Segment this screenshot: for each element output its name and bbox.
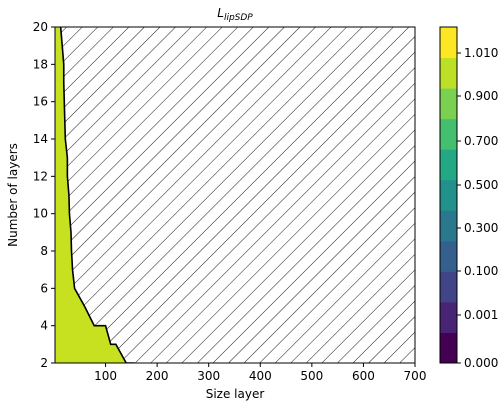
colorbar-label: 0.000 xyxy=(464,356,498,370)
x-tick-label: 400 xyxy=(249,369,272,383)
colorbar-segment xyxy=(440,27,457,59)
y-tick-label: 14 xyxy=(33,132,48,146)
colorbar-segment xyxy=(440,332,457,364)
colorbar-segment xyxy=(440,210,457,242)
colorbar-segment xyxy=(440,271,457,303)
colorbar-segment xyxy=(440,149,457,181)
colorbar-frame xyxy=(439,26,458,364)
plot-area xyxy=(55,27,415,363)
x-tick-label: 500 xyxy=(300,369,323,383)
x-tick-label: 100 xyxy=(94,369,117,383)
colorbar-label: 0.300 xyxy=(464,221,498,235)
x-tick-label: 700 xyxy=(404,369,427,383)
y-tick-label: 2 xyxy=(40,356,48,370)
colorbar-segment xyxy=(440,118,457,150)
y-tick-label: 12 xyxy=(33,169,48,183)
colorbar-label: 0.001 xyxy=(464,308,498,322)
y-axis-label: Number of layers xyxy=(6,143,20,247)
colorbar-label: 1.010 xyxy=(464,46,498,60)
colorbar-segment xyxy=(440,88,457,120)
y-tick-label: 20 xyxy=(33,20,48,34)
y-tick-label: 16 xyxy=(33,95,48,109)
colorbar-label: 0.500 xyxy=(464,178,498,192)
colorbar-segment xyxy=(440,240,457,272)
y-axis: 2 4 6 8 10 12 14 16 18 20 xyxy=(33,20,55,370)
colorbar-label: 0.700 xyxy=(464,134,498,148)
colorbar-segment xyxy=(440,179,457,211)
hatched-region xyxy=(55,27,415,363)
plot-frame xyxy=(54,26,416,364)
y-tick-label: 10 xyxy=(33,207,48,221)
y-tick-label: 8 xyxy=(40,244,48,258)
colorbar-label: 0.100 xyxy=(464,264,498,278)
colorbar-segment xyxy=(440,57,457,89)
x-axis-label: Size layer xyxy=(206,387,265,401)
y-tick-label: 6 xyxy=(40,281,48,295)
colorbar: 0.000 0.001 0.100 0.300 0.500 0.700 0.900 1.010 xyxy=(439,26,498,370)
chart-title-main: L xyxy=(217,6,224,20)
y-tick-label: 4 xyxy=(40,319,48,333)
colorbar-segment xyxy=(440,301,457,333)
x-tick-label: 200 xyxy=(146,369,169,383)
colorbar-label: 0.900 xyxy=(464,89,498,103)
x-tick-label: 300 xyxy=(197,369,220,383)
chart-title: LlipSDP xyxy=(217,6,253,23)
x-tick-label: 600 xyxy=(352,369,375,383)
x-axis: 100 200 300 400 500 600 700 xyxy=(94,363,426,383)
contour-boundary xyxy=(59,27,135,363)
y-tick-label: 18 xyxy=(33,57,48,71)
chart-title-sub: lipSDP xyxy=(224,13,253,23)
